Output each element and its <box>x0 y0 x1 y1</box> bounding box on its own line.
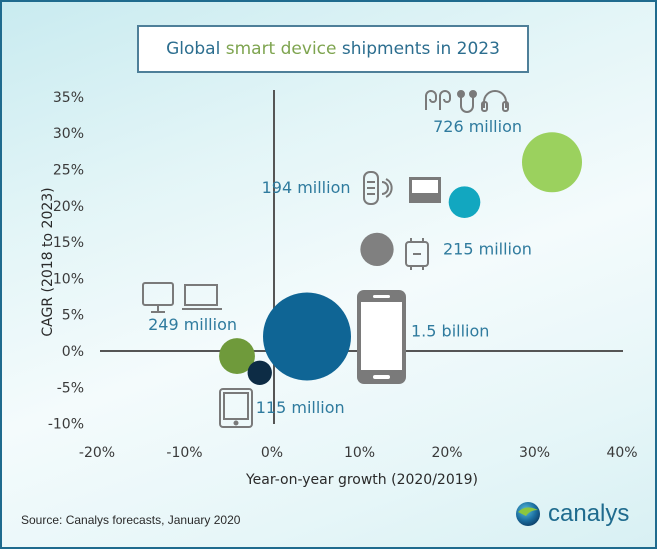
source-note: Source: Canalys forecasts, January 2020 <box>21 513 241 527</box>
canalys-logo: canalys <box>514 500 629 528</box>
x-axis-ticks: -20% -10% 0% 10% 20% 30% 40% <box>79 445 638 461</box>
y-tick-label: 5% <box>62 308 84 324</box>
bubble-data-label: 726 million <box>433 117 522 136</box>
bubble-data-label: 194 million <box>262 178 351 197</box>
y-tick-label: 20% <box>53 199 84 215</box>
desktop-icon <box>142 282 174 313</box>
laptop-icon <box>182 284 222 310</box>
y-tick-label: 25% <box>53 163 84 179</box>
title-part-3: shipments in 2023 <box>336 39 500 59</box>
x-tick-label: 0% <box>261 445 283 461</box>
globe-icon <box>516 502 540 526</box>
title-part-accent: smart device <box>225 39 337 59</box>
y-tick-label: -5% <box>57 380 84 396</box>
earbuds-icon <box>425 90 451 110</box>
bubble-pcs <box>219 338 255 375</box>
bubble-data-label: 249 million <box>148 315 237 334</box>
y-tick-label: 15% <box>53 235 84 251</box>
y-tick-label: 30% <box>53 126 84 142</box>
headphones-icon <box>481 90 509 112</box>
smart-display-icon <box>409 177 441 203</box>
x-tick-label: 40% <box>606 445 637 461</box>
bubble-hearables <box>522 132 582 193</box>
y-tick-label: 35% <box>53 90 84 106</box>
earphones-icon <box>457 90 477 113</box>
title-part-1: Global <box>166 39 226 59</box>
x-axis-label: Year-on-year growth (2020/2019) <box>245 472 478 488</box>
x-tick-label: -20% <box>79 445 115 461</box>
chart-title: Global smart device shipments in 2023 <box>137 25 529 73</box>
y-tick-label: -10% <box>48 417 84 433</box>
bubble-data-label: 1.5 billion <box>411 321 489 340</box>
logo-text: canalys <box>548 500 630 527</box>
bubble-tablets <box>247 360 272 385</box>
bubble-smartphones <box>263 292 351 381</box>
x-tick-label: 20% <box>431 445 462 461</box>
bubbles <box>219 132 582 385</box>
bubble-smart <box>448 186 481 218</box>
hearables-icons <box>425 90 509 113</box>
bubble-data-label: 115 million <box>256 398 345 417</box>
bubble-labels: 726 million 194 million 215 million 1.5 bil… <box>148 117 532 417</box>
x-tick-label: 10% <box>344 445 375 461</box>
bubble-data-label: 215 million <box>443 239 532 258</box>
y-tick-label: 10% <box>53 271 84 287</box>
y-axis-ticks: 35% 30% 25% 20% 15% 10% 5% 0% -5% -10% <box>48 90 84 433</box>
x-tick-label: 30% <box>519 445 550 461</box>
bubble-wearables <box>360 232 394 267</box>
tablet-icon <box>219 388 253 428</box>
y-axis-label: CAGR (2018 to 2023) <box>40 187 56 336</box>
smart-speaker-icon <box>363 171 393 205</box>
smartwatch-icon <box>405 238 429 270</box>
smartphone-icon <box>357 290 406 384</box>
y-tick-label: 0% <box>62 344 84 360</box>
x-tick-label: -10% <box>166 445 202 461</box>
